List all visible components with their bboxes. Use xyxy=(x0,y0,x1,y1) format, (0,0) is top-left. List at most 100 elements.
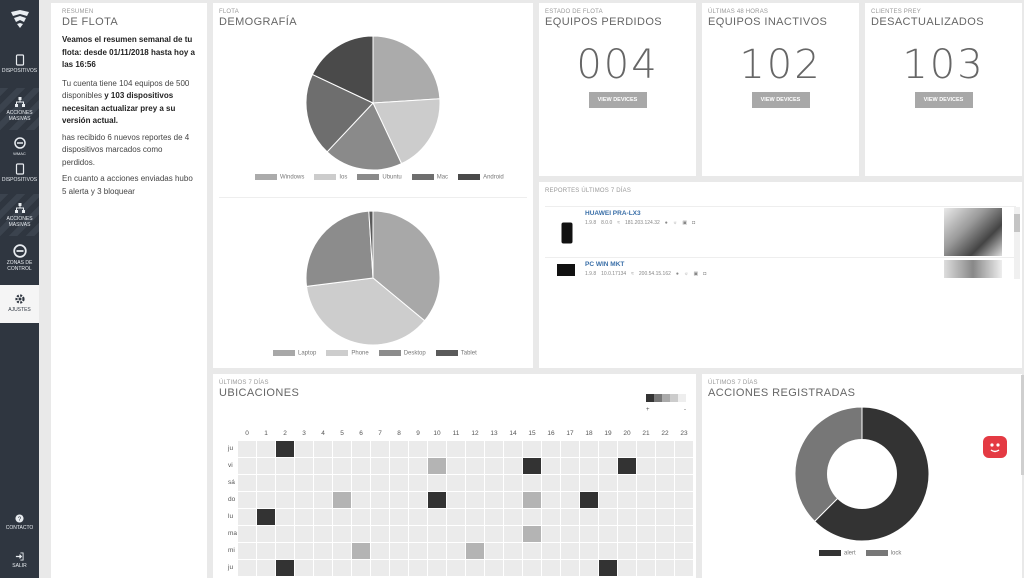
heatmap-cell[interactable] xyxy=(580,441,598,457)
heatmap-cell[interactable] xyxy=(314,441,332,457)
heatmap-cell[interactable] xyxy=(523,560,541,576)
heatmap-cell[interactable] xyxy=(656,543,674,559)
heatmap-cell[interactable] xyxy=(656,475,674,491)
heatmap-cell[interactable] xyxy=(447,526,465,542)
heatmap-cell[interactable] xyxy=(352,475,370,491)
heatmap-cell[interactable] xyxy=(352,458,370,474)
heatmap-cell[interactable] xyxy=(504,458,522,474)
heatmap-cell[interactable] xyxy=(257,560,275,576)
heatmap-cell[interactable] xyxy=(295,475,313,491)
heatmap-cell[interactable] xyxy=(599,543,617,559)
heatmap-cell[interactable] xyxy=(371,475,389,491)
page-scrollbar[interactable] xyxy=(1021,375,1024,475)
heatmap-cell[interactable] xyxy=(352,560,370,576)
heatmap-cell[interactable] xyxy=(580,509,598,525)
heatmap-cell[interactable] xyxy=(656,492,674,508)
heatmap-cell-active[interactable] xyxy=(618,458,636,474)
heatmap-cell[interactable] xyxy=(390,492,408,508)
heatmap-cell[interactable] xyxy=(276,543,294,559)
heatmap-cell-active[interactable] xyxy=(428,492,446,508)
heatmap-cell[interactable] xyxy=(314,560,332,576)
heatmap-cell[interactable] xyxy=(580,560,598,576)
heatmap-cell[interactable] xyxy=(409,492,427,508)
heatmap-cell[interactable] xyxy=(485,492,503,508)
heatmap-cell[interactable] xyxy=(599,526,617,542)
reports-scrollbar[interactable] xyxy=(1014,207,1020,279)
heatmap-cell[interactable] xyxy=(656,458,674,474)
heatmap-cell[interactable] xyxy=(390,441,408,457)
heatmap-cell[interactable] xyxy=(466,475,484,491)
heatmap-cell[interactable] xyxy=(276,492,294,508)
heatmap-cell[interactable] xyxy=(675,475,693,491)
heatmap-cell[interactable] xyxy=(314,526,332,542)
heatmap-cell[interactable] xyxy=(371,509,389,525)
heatmap-cell[interactable] xyxy=(333,441,351,457)
heatmap-cell[interactable] xyxy=(675,492,693,508)
view-devices-button[interactable]: View devices xyxy=(751,92,810,108)
heatmap-cell[interactable] xyxy=(485,458,503,474)
heatmap-cell[interactable] xyxy=(542,458,560,474)
heatmap-cell[interactable] xyxy=(656,560,674,576)
heatmap-cell[interactable] xyxy=(257,526,275,542)
heatmap-cell-active[interactable] xyxy=(276,441,294,457)
heatmap-cell[interactable] xyxy=(656,509,674,525)
heatmap-cell[interactable] xyxy=(276,509,294,525)
heatmap-cell-active[interactable] xyxy=(466,543,484,559)
heatmap-cell[interactable] xyxy=(257,475,275,491)
heatmap-cell-active[interactable] xyxy=(599,560,617,576)
heatmap-cell[interactable] xyxy=(675,543,693,559)
heatmap-cell[interactable] xyxy=(314,509,332,525)
heatmap-cell[interactable] xyxy=(409,441,427,457)
heatmap-cell[interactable] xyxy=(504,526,522,542)
heatmap-cell[interactable] xyxy=(542,492,560,508)
heatmap-cell[interactable] xyxy=(295,492,313,508)
heatmap-cell[interactable] xyxy=(504,560,522,576)
heatmap-cell[interactable] xyxy=(390,543,408,559)
heatmap-cell[interactable] xyxy=(352,509,370,525)
heatmap-cell[interactable] xyxy=(523,441,541,457)
heatmap-cell[interactable] xyxy=(276,526,294,542)
heatmap-cell[interactable] xyxy=(409,509,427,525)
heatmap-cell[interactable] xyxy=(371,458,389,474)
heatmap-cell[interactable] xyxy=(485,509,503,525)
heatmap-cell[interactable] xyxy=(333,560,351,576)
heatmap-cell[interactable] xyxy=(238,475,256,491)
heatmap-cell[interactable] xyxy=(390,458,408,474)
heatmap-cell[interactable] xyxy=(504,492,522,508)
sidebar-item-acciones-masivas[interactable]: Acciones masivas xyxy=(0,88,39,130)
heatmap-cell-active[interactable] xyxy=(352,543,370,559)
heatmap-cell[interactable] xyxy=(428,441,446,457)
heatmap-cell[interactable] xyxy=(257,441,275,457)
heatmap-cell-active[interactable] xyxy=(523,458,541,474)
heatmap-cell[interactable] xyxy=(599,509,617,525)
heatmap-cell[interactable] xyxy=(447,458,465,474)
heatmap-cell[interactable] xyxy=(675,458,693,474)
heatmap-cell[interactable] xyxy=(390,560,408,576)
heatmap-cell[interactable] xyxy=(637,441,655,457)
heatmap-cell[interactable] xyxy=(390,509,408,525)
heatmap-cell[interactable] xyxy=(295,560,313,576)
heatmap-cell[interactable] xyxy=(542,560,560,576)
heatmap-cell[interactable] xyxy=(428,509,446,525)
heatmap-cell[interactable] xyxy=(599,475,617,491)
pie-slice-ios[interactable] xyxy=(372,98,441,165)
sidebar-item-contacto[interactable]: ? Contacto xyxy=(0,514,39,531)
heatmap-cell[interactable] xyxy=(485,543,503,559)
report-row[interactable]: PC WIN MKT 1.9.8 10.0.17134 ≈ 200.54.15.… xyxy=(545,257,1016,279)
heatmap-cell[interactable] xyxy=(637,509,655,525)
heatmap-cell[interactable] xyxy=(447,475,465,491)
heatmap-cell[interactable] xyxy=(409,458,427,474)
heatmap-cell[interactable] xyxy=(580,475,598,491)
heatmap-cell-active[interactable] xyxy=(523,492,541,508)
heatmap-cell[interactable] xyxy=(428,526,446,542)
heatmap-cell[interactable] xyxy=(561,441,579,457)
heatmap-cell[interactable] xyxy=(675,526,693,542)
heatmap-cell[interactable] xyxy=(409,543,427,559)
heatmap-cell[interactable] xyxy=(371,492,389,508)
heatmap-cell-active[interactable] xyxy=(523,526,541,542)
heatmap-cell[interactable] xyxy=(447,543,465,559)
heatmap-cell[interactable] xyxy=(637,475,655,491)
heatmap-cell[interactable] xyxy=(675,509,693,525)
report-device-name[interactable]: PC WIN MKT xyxy=(585,261,625,268)
report-row[interactable]: HUAWEI PRA-LX3 1.9.8 8.0.0 ≈ 181.203.124… xyxy=(545,206,1016,256)
